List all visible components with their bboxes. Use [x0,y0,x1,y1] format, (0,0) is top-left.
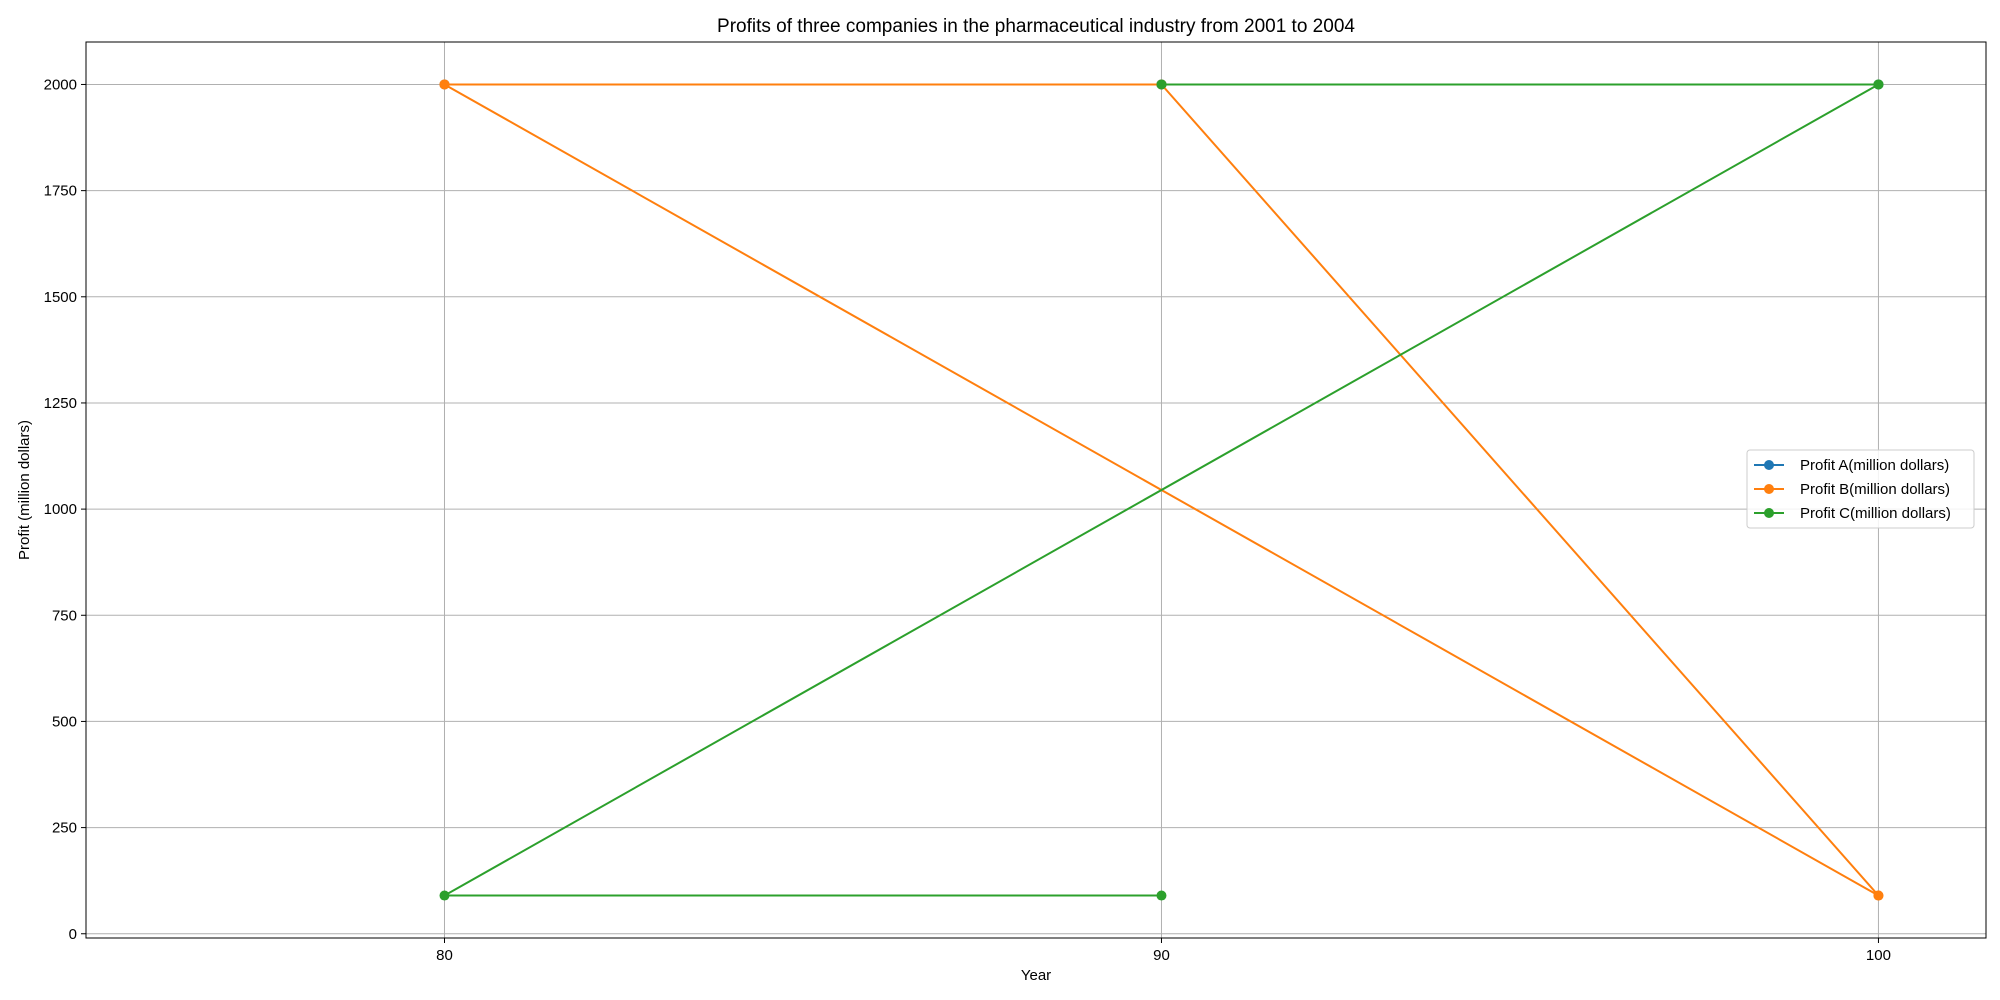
legend-item: Profit C(million dollars) [1754,505,1951,522]
y-tick-label: 0 [69,926,77,943]
legend-box [1746,449,1975,529]
legend: Profit A(million dollars) Profit B(millio… [1746,449,1975,529]
x-axis-label: Year [1021,967,1051,984]
y-axis-label: Profit (million dollars) [16,420,33,560]
data-point [1156,890,1167,901]
data-point [439,890,450,901]
plot-frame [85,41,1987,939]
series-lines [439,79,1884,901]
chart-title: Profits of three companies in the pharma… [717,16,1355,37]
legend-marker [1764,460,1774,470]
legend-label: Profit A(million dollars) [1800,457,1949,474]
y-tick-label: 1500 [44,289,77,306]
legend-label: Profit B(million dollars) [1800,481,1950,498]
legend-label: Profit C(million dollars) [1800,505,1951,522]
y-tick-label: 500 [52,713,77,730]
data-point [1156,79,1167,90]
data-point [1873,890,1884,901]
x-tick-label: 100 [1866,947,1891,964]
y-tick-label: 1000 [44,501,77,518]
x-tick-label: 80 [436,947,453,964]
grid [86,42,1986,938]
legend-marker [1764,484,1774,494]
y-tick-label: 1250 [44,395,77,412]
series-2 [439,79,1884,901]
legend-item: Profit A(million dollars) [1754,457,1949,474]
data-point [439,79,450,90]
x-tick-label: 90 [1153,947,1170,964]
y-tick-label: 750 [52,607,77,624]
legend-item: Profit B(million dollars) [1754,481,1950,498]
y-tick-label: 250 [52,820,77,837]
data-point [1873,79,1884,90]
y-tick-label: 2000 [44,76,77,93]
y-tick-label: 1750 [44,183,77,200]
legend-marker [1764,508,1774,518]
